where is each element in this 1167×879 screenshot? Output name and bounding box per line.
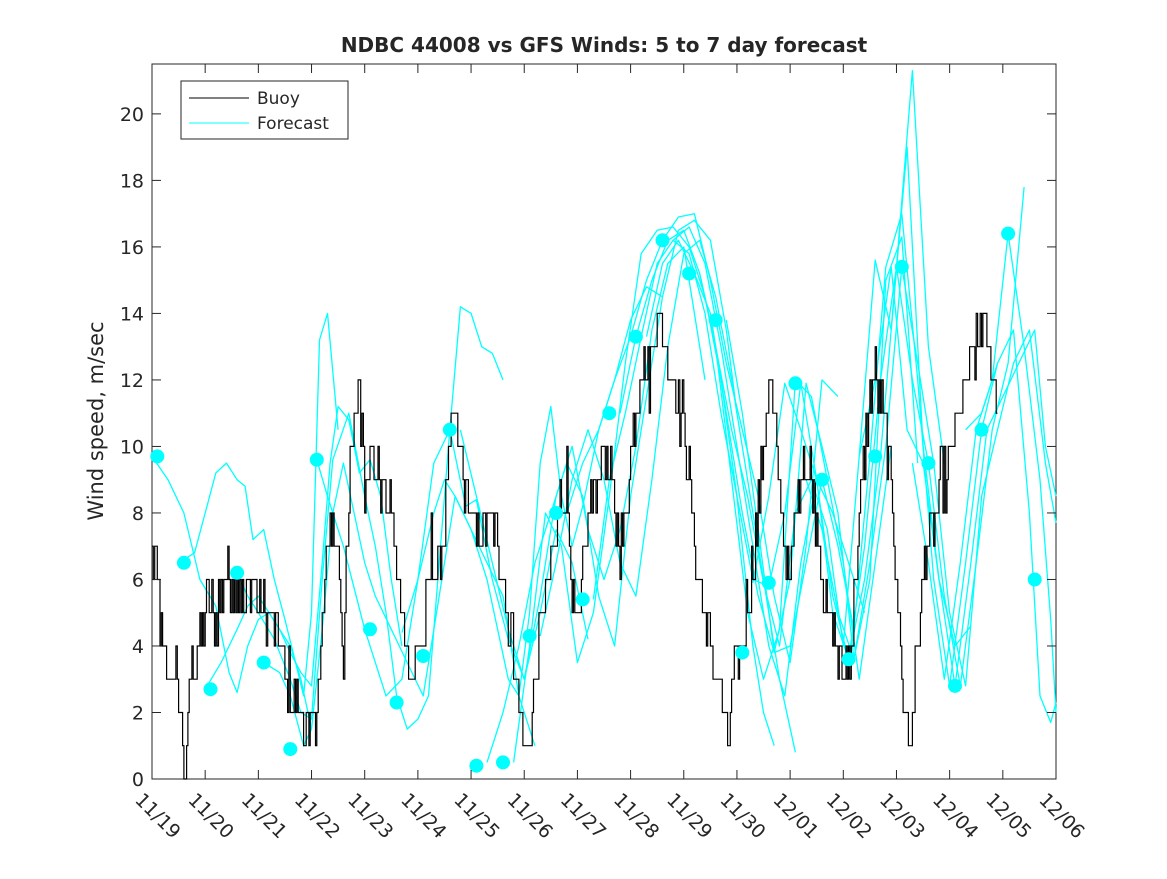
forecast-line-21 (858, 266, 1057, 687)
forecast-line-1 (151, 456, 313, 730)
forecast-marker (682, 266, 697, 281)
forecast-line-19 (752, 186, 1025, 687)
forecast-marker (203, 682, 218, 697)
y-tick-label: 18 (120, 170, 144, 192)
legend-forecast-label: Forecast (257, 114, 329, 134)
y-tick-label: 16 (120, 237, 144, 259)
plot-area (151, 63, 1057, 780)
forecast-marker (256, 655, 271, 670)
forecast-marker (788, 376, 803, 391)
y-tick-label: 14 (120, 303, 144, 325)
forecast-marker (416, 649, 431, 663)
forecast-marker (841, 652, 856, 667)
forecast-line-9 (486, 219, 738, 763)
forecast-line-10 (512, 226, 775, 763)
forecast-marker (549, 506, 564, 520)
forecast-marker (602, 406, 617, 421)
y-tick-label: 10 (120, 436, 144, 458)
forecast-marker (363, 622, 377, 637)
forecast-marker (708, 313, 723, 328)
forecast-marker (1027, 572, 1042, 587)
forecast-marker (575, 592, 590, 607)
forecast-marker (868, 449, 883, 464)
forecast-marker (921, 456, 936, 471)
forecast-marker (894, 259, 909, 274)
forecast-line-2 (178, 312, 339, 697)
legend: Buoy Forecast (180, 80, 349, 140)
y-tick-label: 8 (132, 503, 144, 525)
forecast-marker (176, 555, 191, 570)
forecast-marker (283, 742, 298, 757)
y-tick-label: 0 (132, 769, 144, 791)
y-axis-label: Wind speed, m/sec (84, 321, 108, 520)
forecast-marker (150, 449, 165, 464)
y-tick-label: 6 (132, 569, 144, 591)
forecast-line-6 (316, 429, 589, 697)
y-tick-label: 20 (120, 104, 144, 126)
chart-title: NDBC 44008 vs GFS Winds: 5 to 7 day fore… (341, 33, 868, 57)
forecast-markers (150, 226, 1042, 773)
forecast-marker (974, 422, 989, 437)
forecast-line-12 (566, 213, 839, 664)
forecast-line-23 (965, 329, 1057, 724)
forecast-marker (761, 575, 776, 590)
forecast-marker (655, 233, 670, 248)
y-tick-label: 2 (132, 702, 144, 724)
legend-box (180, 80, 349, 140)
forecast-marker (496, 755, 510, 770)
y-tick-label: 4 (132, 636, 144, 658)
forecast-marker (1001, 226, 1016, 241)
forecast-marker (815, 472, 829, 487)
forecast-marker (469, 758, 484, 773)
forecast-marker (389, 695, 404, 710)
y-tick-label: 12 (120, 370, 144, 392)
forecast-marker (522, 629, 537, 643)
forecast-marker (948, 678, 962, 693)
forecast-marker (309, 452, 324, 467)
forecast-marker (735, 645, 750, 660)
forecast-marker (230, 565, 245, 580)
legend-buoy-label: Buoy (257, 89, 300, 109)
forecast-marker (628, 329, 643, 344)
forecast-line-4 (236, 306, 504, 730)
forecast-marker (442, 422, 457, 437)
